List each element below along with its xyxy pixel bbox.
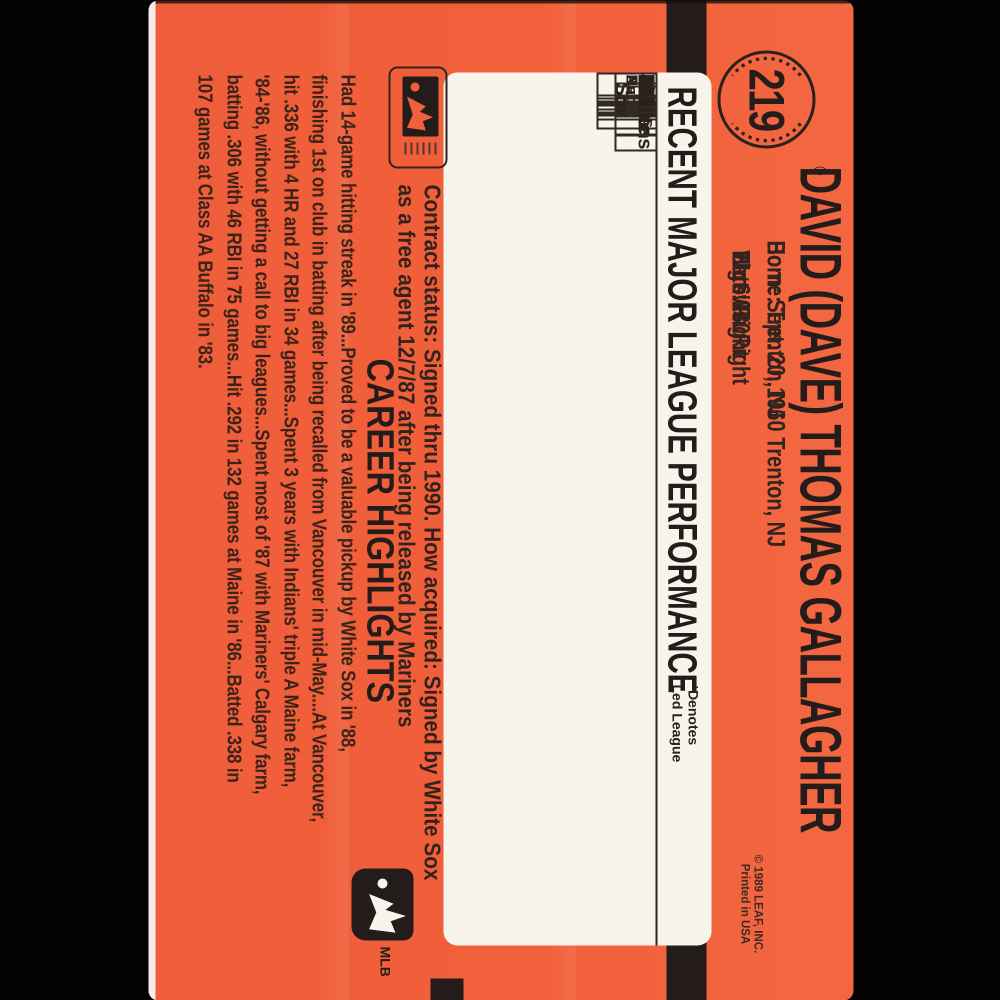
stats-title-row: RECENT MAJOR LEAGUE PERFORMANCE *Denotes… <box>655 72 711 945</box>
player-name: DAVID (DAVE) THOMAS GALLAGHER ® <box>774 166 852 832</box>
black-design-bar <box>430 978 463 1000</box>
baseball-icon <box>410 82 419 91</box>
mlb-logo-label: MLB <box>377 946 393 977</box>
stats-panel: RECENT MAJOR LEAGUE PERFORMANCE *Denotes… <box>443 72 711 945</box>
baseball-stitches-icon <box>730 56 802 142</box>
mlb-badge-logo <box>402 76 438 136</box>
bio-home: Home: Trenton, NJ <box>761 240 789 418</box>
career-highlights-text: Had 14-game hitting streak in '89...Prov… <box>189 74 361 992</box>
mlb-logo: MLB <box>347 862 417 992</box>
highlights-line: batting .306 with 46 RBI in 75 games...H… <box>221 74 244 783</box>
batter-silhouette-icon <box>405 92 434 132</box>
mlb-logo-shield <box>351 868 413 940</box>
led-league-note: *Denotes Led League <box>669 684 702 762</box>
led-league-note-line1: *Denotes <box>685 684 701 745</box>
card-edge-shadow <box>148 0 853 3</box>
stats-title: RECENT MAJOR LEAGUE PERFORMANCE <box>659 86 705 693</box>
batter-silhouette-icon <box>367 890 407 934</box>
copyright-notice: © 1989 LEAF, INC. Printed in USA <box>737 826 763 981</box>
stats-table: Year Team Name Bat. Avg. Games At Bat Hi… <box>443 72 657 945</box>
highlights-line: finishing 1st on club in batting after b… <box>307 74 330 822</box>
career-highlights-title: CAREER HIGHLIGHTS <box>358 358 400 703</box>
bio-throws: Throws: Right <box>726 250 754 385</box>
led-league-note-line2: Led League <box>669 684 686 762</box>
baseball-card-back: 219 DAVID (DAVE) THOMAS GALLAGHER ® Born:… <box>148 0 853 1000</box>
copyright-line-2: Printed in USA <box>738 863 750 944</box>
card-number-circle: 219 <box>717 50 815 148</box>
highlights-line: '84-'86, without getting a call to big l… <box>250 74 273 794</box>
badge-fine-print <box>404 142 436 154</box>
baseball-icon <box>377 878 387 888</box>
highlights-line: Had 14-game hitting streak in '89...Prov… <box>336 74 358 752</box>
card-white-border <box>148 0 155 1000</box>
highlights-line: 107 games at Class AA Buffalo in '83. <box>193 74 216 369</box>
copyright-line-1: © 1989 LEAF, INC. <box>751 854 763 953</box>
contract-status-line-1: Contract status: Signed thru 1990. How a… <box>419 184 445 880</box>
player-name-text: DAVID (DAVE) THOMAS GALLAGHER <box>787 166 852 833</box>
card-number: 219 <box>738 68 794 130</box>
highlights-line: hit .336 with 4 HR and 27 RBI in 34 game… <box>278 74 301 787</box>
cell-so: 124 <box>614 72 657 108</box>
mlb-official-badge <box>388 66 447 168</box>
